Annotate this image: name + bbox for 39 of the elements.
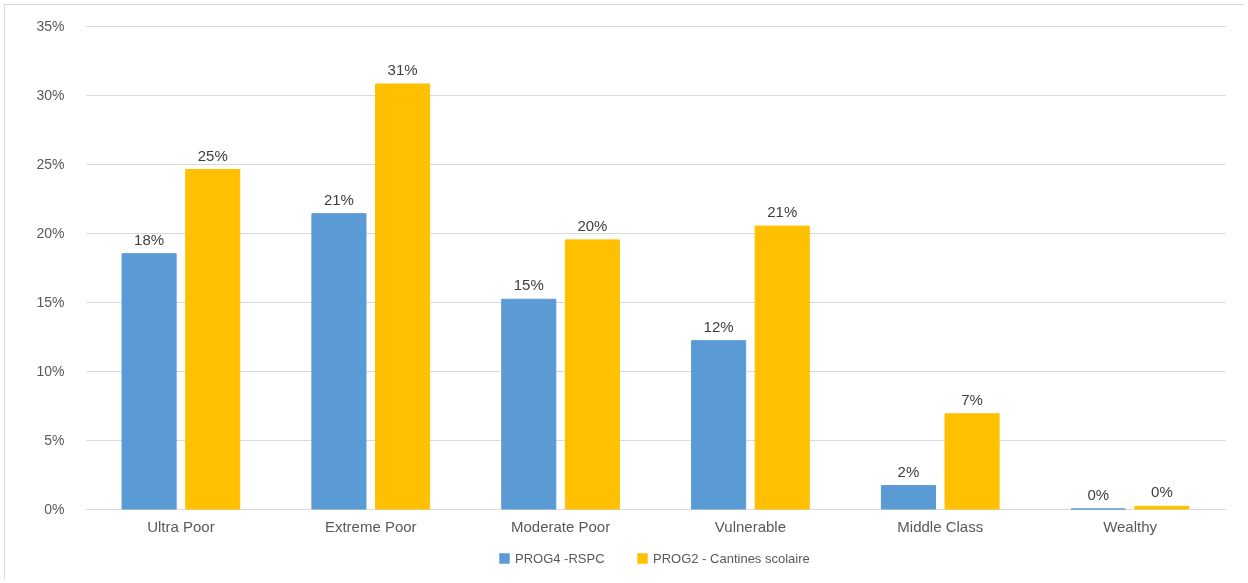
x-tick-label: Ultra Poor bbox=[147, 517, 215, 535]
data-label: 0% bbox=[1151, 483, 1173, 501]
x-tick-label: Extreme Poor bbox=[324, 517, 417, 535]
bar bbox=[564, 239, 620, 510]
y-tick-label: 30% bbox=[36, 86, 65, 103]
y-tick-label: 5% bbox=[44, 431, 65, 448]
y-tick-label: 10% bbox=[36, 362, 65, 379]
data-label: 0% bbox=[1087, 486, 1110, 503]
bar bbox=[1134, 505, 1190, 510]
x-tick-label: Wealthy bbox=[1103, 517, 1158, 535]
y-tick-label: 0% bbox=[44, 500, 65, 517]
y-tick-label: 35% bbox=[36, 17, 65, 34]
legend-label: PROG2 - Cantines scolaire bbox=[653, 550, 810, 566]
bar bbox=[944, 413, 1000, 510]
data-label: 2% bbox=[897, 462, 920, 480]
data-label: 18% bbox=[134, 230, 165, 248]
bar bbox=[375, 83, 431, 510]
bar bbox=[311, 213, 367, 510]
y-tick-label: 25% bbox=[36, 155, 65, 172]
bar bbox=[185, 169, 241, 510]
data-label: 15% bbox=[513, 276, 544, 294]
legend-label: PROG4 -RSPC bbox=[515, 550, 605, 566]
bar bbox=[880, 485, 936, 510]
x-tick-label: Vulnerable bbox=[714, 517, 786, 535]
data-label: 12% bbox=[703, 317, 734, 335]
data-label: 21% bbox=[767, 203, 798, 221]
bar bbox=[754, 225, 810, 510]
bar bbox=[691, 340, 747, 510]
data-label: 25% bbox=[197, 146, 228, 164]
bar bbox=[501, 298, 557, 510]
y-tick-label: 15% bbox=[36, 293, 65, 310]
x-tick-label: Moderate Poor bbox=[510, 517, 611, 535]
data-label: 21% bbox=[323, 190, 354, 208]
data-label: 7% bbox=[961, 390, 983, 408]
x-tick-label: Middle Class bbox=[897, 517, 984, 535]
y-tick-label: 20% bbox=[36, 224, 65, 241]
data-label: 20% bbox=[577, 216, 608, 234]
data-label: 31% bbox=[387, 60, 418, 78]
bar bbox=[121, 253, 177, 510]
